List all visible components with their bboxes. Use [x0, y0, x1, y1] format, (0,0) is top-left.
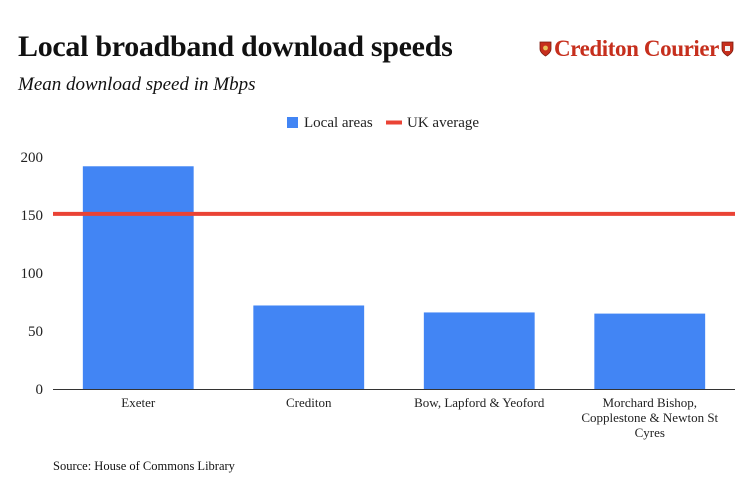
y-axis: 0 50 100 150 200 [21, 150, 44, 398]
y-tick-label: 50 [28, 324, 43, 340]
bar [82, 166, 194, 389]
crest-icon [721, 41, 734, 57]
crest-icon [539, 41, 552, 57]
y-tick-label: 100 [21, 266, 44, 282]
bar [423, 312, 535, 389]
bar [253, 305, 365, 389]
x-axis: Exeter Crediton Bow, Lapford & Yeoford Morc… [53, 389, 735, 440]
x-tick-label: Morchard Bishop, Copplestone & Newton St C… [581, 395, 718, 440]
source-note: Source: House of Commons Library [53, 459, 235, 473]
bars [82, 166, 706, 389]
legend: Local areas UK average [287, 115, 479, 131]
brand-logo: Crediton Courier [539, 36, 734, 62]
x-tick-label: Exeter [121, 395, 156, 410]
x-tick-label: Bow, Lapford & Yeoford [414, 395, 545, 410]
legend-label-uk-average: UK average [407, 115, 479, 131]
y-tick-label: 150 [21, 208, 44, 224]
y-tick-label: 200 [21, 150, 44, 166]
x-tick-label: Crediton [286, 395, 332, 410]
y-tick-label: 0 [36, 382, 44, 398]
legend-swatch-local-areas [287, 117, 298, 128]
chart-subtitle: Mean download speed in Mbps [18, 74, 256, 95]
brand-name: Crediton Courier [553, 36, 719, 61]
legend-label-local-areas: Local areas [304, 115, 373, 131]
bar [594, 313, 706, 389]
chart-title: Local broadband download speeds [18, 30, 453, 63]
